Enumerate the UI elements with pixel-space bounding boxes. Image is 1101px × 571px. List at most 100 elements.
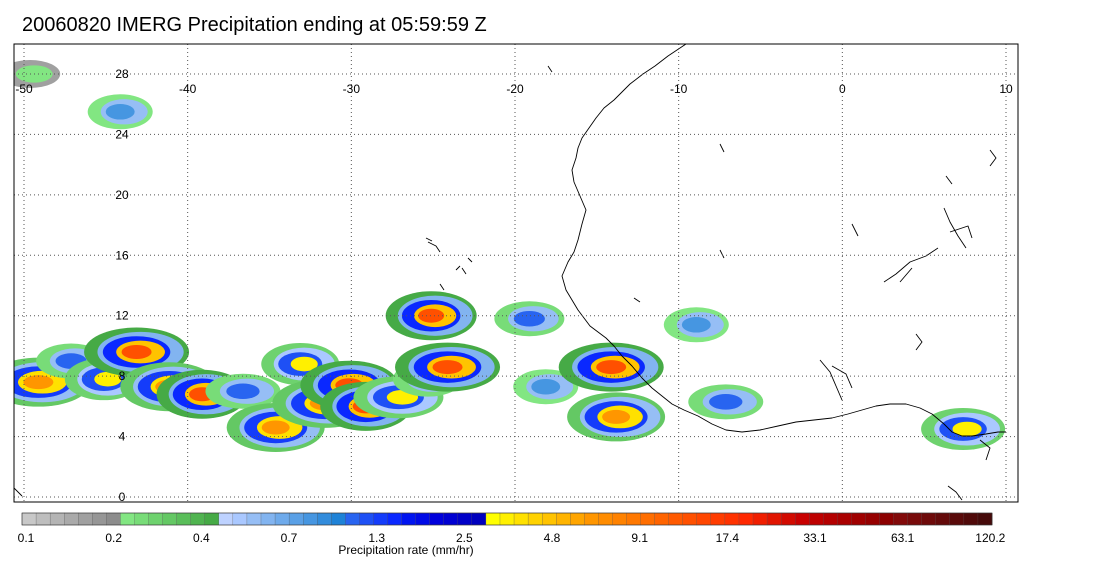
longitude-tick-label: -40 xyxy=(179,82,197,96)
map-title: 20060820 IMERG Precipitation ending at 0… xyxy=(22,14,487,36)
precip-cell xyxy=(87,94,153,130)
colorbar-swatch xyxy=(415,512,431,526)
colorbar-swatch xyxy=(120,512,135,526)
colorbar-swatch xyxy=(935,512,951,526)
colorbar-swatch xyxy=(499,512,515,526)
precip-cell xyxy=(395,342,501,392)
colorbar-swatch xyxy=(345,512,360,526)
colorbar-swatch xyxy=(288,512,304,526)
colorbar-swatch xyxy=(134,512,149,526)
colorbar-swatch xyxy=(541,512,557,526)
colorbar-swatch xyxy=(893,512,909,526)
colorbar-swatch xyxy=(190,512,206,526)
colorbar-swatch xyxy=(401,512,417,526)
colorbar-swatch xyxy=(148,512,164,526)
colorbar-tick-label: 4.8 xyxy=(544,531,561,545)
colorbar-swatch xyxy=(556,512,571,526)
colorbar-swatch xyxy=(795,512,810,526)
colorbar-swatch xyxy=(780,512,796,526)
colorbar-swatch xyxy=(218,512,234,526)
graticule xyxy=(14,44,1018,502)
colorbar-swatch xyxy=(35,512,51,526)
latitude-tick-label: 12 xyxy=(115,309,129,323)
colorbar-swatch xyxy=(682,512,698,526)
colorbar-swatch xyxy=(612,512,627,526)
colorbar-swatch xyxy=(387,512,403,526)
colorbar-swatch xyxy=(949,512,965,526)
colorbar-swatch xyxy=(260,512,276,526)
colorbar-swatch xyxy=(640,512,656,526)
inland-lakes xyxy=(427,65,997,461)
colorbar-tick-label: 9.1 xyxy=(631,531,648,545)
colorbar-tick-label: 0.4 xyxy=(193,531,210,545)
coastline-layer xyxy=(14,44,1006,501)
colorbar-swatch xyxy=(331,512,346,526)
colorbar-swatch xyxy=(443,512,459,526)
colorbar-swatch xyxy=(92,512,107,526)
colorbar-swatch xyxy=(696,512,712,526)
africa-coastline xyxy=(561,44,1006,437)
colorbar-swatch xyxy=(317,512,332,526)
colorbar-tick-label: 120.2 xyxy=(975,531,1005,545)
colorbar-swatch xyxy=(865,512,880,526)
colorbar-swatch xyxy=(710,512,726,526)
latitude-tick-label: 16 xyxy=(115,248,129,262)
cape-verde-islands xyxy=(425,237,473,271)
colorbar-swatch xyxy=(724,512,740,526)
colorbar-tick-label: 1.3 xyxy=(368,531,385,545)
colorbar-swatch xyxy=(837,512,852,526)
colorbar-swatch xyxy=(963,512,979,526)
precip-cell xyxy=(567,392,666,442)
colorbar-swatch xyxy=(921,512,937,526)
latitude-tick-label: 8 xyxy=(119,369,126,383)
colorbar-swatch xyxy=(359,512,374,526)
colorbar-tick-label: 0.1 xyxy=(18,531,35,545)
colorbar-swatch xyxy=(626,512,642,526)
colorbar-swatch xyxy=(176,512,192,526)
colorbar-tick-label: 33.1 xyxy=(803,531,827,545)
colorbar-swatch xyxy=(471,512,487,526)
niger-delta-rivers xyxy=(819,207,973,401)
longitude-tick-label: -30 xyxy=(343,82,361,96)
colorbar-swatch xyxy=(823,512,838,526)
colorbar-tick-label: 0.2 xyxy=(105,531,122,545)
colorbar-swatch xyxy=(162,512,178,526)
colorbar-tick-label: 2.5 xyxy=(456,531,473,545)
colorbar-swatch xyxy=(21,512,37,526)
colorbar-tick-label: 63.1 xyxy=(891,531,915,545)
colorbar-swatch xyxy=(598,512,613,526)
colorbar-swatch xyxy=(274,512,290,526)
colorbar-tick-label: 17.4 xyxy=(716,531,740,545)
colorbar-swatch xyxy=(654,512,670,526)
colorbar-swatch xyxy=(373,512,388,526)
precip-cell xyxy=(513,369,579,405)
axis-tick-labels: -50 -40 -30 -20 -10 0 10 0 4 8 12 16 20 24 28 xyxy=(15,67,1013,504)
colorbar-swatch xyxy=(809,512,824,526)
precip-cell xyxy=(663,307,729,343)
precip-cell xyxy=(921,408,1006,451)
colorbar-swatch xyxy=(232,512,248,526)
bioko-island xyxy=(14,485,963,501)
colorbar-swatch xyxy=(204,512,220,526)
colorbar-swatch xyxy=(64,512,79,526)
longitude-tick-label: 10 xyxy=(999,82,1013,96)
longitude-tick-label: -50 xyxy=(15,82,33,96)
latitude-tick-label: 4 xyxy=(119,430,126,444)
colorbar-swatch xyxy=(907,512,923,526)
colorbar-label: Precipitation rate (mm/hr) xyxy=(338,543,473,557)
colorbar-swatch xyxy=(106,512,121,526)
colorbar-swatch xyxy=(668,512,684,526)
colorbar-swatch xyxy=(851,512,866,526)
colorbar: 0.1 0.2 0.4 0.7 1.3 2.5 4.8 9.1 17.4 33.1 63.1 120.… xyxy=(18,512,1006,545)
colorbar-swatch xyxy=(49,512,65,526)
latitude-tick-label: 24 xyxy=(115,127,129,141)
longitude-tick-label: -10 xyxy=(670,82,688,96)
colorbar-swatch xyxy=(766,512,782,526)
colorbar-swatch xyxy=(246,512,262,526)
precip-cell xyxy=(353,376,444,419)
latitude-tick-label: 20 xyxy=(115,188,129,202)
precipitation-layer xyxy=(14,60,1006,453)
precip-cell xyxy=(385,291,477,341)
colorbar-swatch xyxy=(457,512,473,526)
